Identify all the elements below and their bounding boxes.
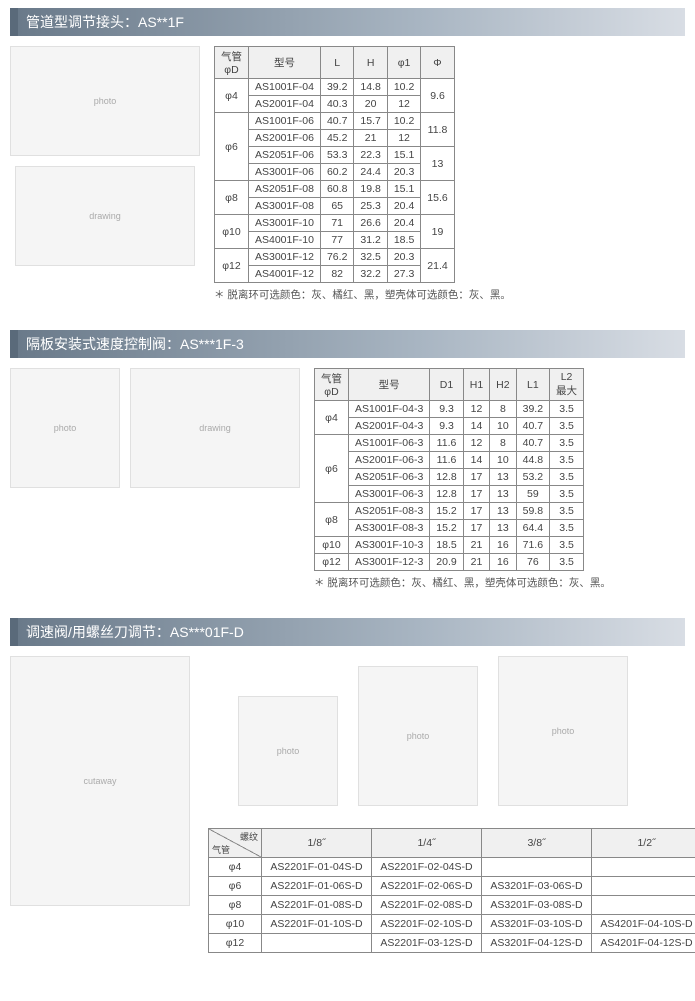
section-3-title: 调速阀/用螺丝刀调节：AS***01F-D — [10, 618, 685, 646]
table-row: φ6AS1001F-0640.715.710.211.8 — [215, 113, 455, 130]
table-row: AS3001F-086525.320.4 — [215, 198, 455, 215]
corner-header: 螺纹气管 — [209, 829, 262, 858]
table-row: AS2001F-06-311.6141044.83.5 — [315, 452, 584, 469]
table-row: φ12AS3001F-12-320.92116763.5 — [315, 554, 584, 571]
table-row: AS3001F-06-312.81713593.5 — [315, 486, 584, 503]
col-header: 3/8˝ — [482, 829, 592, 858]
section-1-title: 管道型调节接头：AS**1F — [10, 8, 685, 36]
col-header: L2最大 — [550, 369, 584, 401]
col-header: 1/2˝ — [592, 829, 695, 858]
col-header: 气管φD — [315, 369, 349, 401]
spec-table-2: 气管φD型号D1H1H2L1L2最大φ4AS1001F-04-39.312839… — [314, 368, 584, 571]
table-row: φ8AS2201F-01-08S-DAS2201F-02-08S-DAS3201… — [209, 896, 695, 915]
section-3: 调速阀/用螺丝刀调节：AS***01F-D cutaway photo phot… — [10, 618, 685, 953]
table-row: φ10AS3001F-10-318.5211671.63.5 — [315, 537, 584, 554]
table-row: φ6AS2201F-01-06S-DAS2201F-02-06S-DAS3201… — [209, 877, 695, 896]
table-row: AS3001F-0660.224.420.3 — [215, 164, 455, 181]
product-photo-2: photo — [10, 368, 120, 488]
table-row: AS2001F-0645.22112 — [215, 130, 455, 147]
col-header: 型号 — [349, 369, 430, 401]
product-photo-3c: photo — [498, 656, 628, 806]
table-row: φ4AS1001F-04-39.312839.23.5 — [315, 401, 584, 418]
table-row: φ8AS2051F-0860.819.815.115.6 — [215, 181, 455, 198]
footnote-1: ＊ 脱离环可选颜色：灰、橘红、黑，塑壳体可选颜色：灰、黑。 — [214, 287, 511, 302]
col-header: Φ — [421, 47, 454, 79]
product-photo-3a: photo — [238, 696, 338, 806]
spec-table-3: 螺纹气管1/8˝1/4˝3/8˝1/2˝φ4AS2201F-01-04S-DAS… — [208, 828, 695, 953]
table-row: AS4001F-128232.227.3 — [215, 266, 455, 283]
table-row: φ12AS2201F-03-12S-DAS3201F-04-12S-DAS420… — [209, 934, 695, 953]
product-photo-1: photo — [10, 46, 200, 156]
table-row: φ8AS2051F-08-315.2171359.83.5 — [315, 503, 584, 520]
table-row: φ4AS2201F-01-04S-DAS2201F-02-04S-D — [209, 858, 695, 877]
dimension-drawing-2: drawing — [130, 368, 300, 488]
section-1: 管道型调节接头：AS**1F photo drawing 气管φD型号LHφ1Φ… — [10, 8, 685, 302]
col-header: L — [320, 47, 353, 79]
section-2: 隔板安装式速度控制阀：AS***1F-3 photo drawing 气管φD型… — [10, 330, 685, 590]
section-1-images: photo drawing — [10, 46, 200, 266]
col-header: φ1 — [387, 47, 420, 79]
table-row: AS2001F-0440.32012 — [215, 96, 455, 113]
cutaway-drawing-3: cutaway — [10, 656, 190, 906]
spec-table-1: 气管φD型号LHφ1Φφ4AS1001F-0439.214.810.29.6AS… — [214, 46, 455, 283]
section-1-table-wrap: 气管φD型号LHφ1Φφ4AS1001F-0439.214.810.29.6AS… — [214, 46, 511, 302]
dimension-drawing-1: drawing — [15, 166, 195, 266]
col-header: 1/4˝ — [372, 829, 482, 858]
col-header: D1 — [430, 369, 463, 401]
col-header: H — [354, 47, 387, 79]
product-photo-3b: photo — [358, 666, 478, 806]
table-row: AS3001F-08-315.2171364.43.5 — [315, 520, 584, 537]
table-row: AS4001F-107731.218.5 — [215, 232, 455, 249]
col-header: 型号 — [249, 47, 321, 79]
col-header: H1 — [463, 369, 489, 401]
section-3-product-photos: photo photo photo — [208, 656, 695, 806]
col-header: L1 — [516, 369, 549, 401]
table-row: AS2001F-04-39.3141040.73.5 — [315, 418, 584, 435]
section-2-images: photo drawing — [10, 368, 300, 488]
table-row: φ4AS1001F-0439.214.810.29.6 — [215, 79, 455, 96]
table-row: AS2051F-06-312.8171353.23.5 — [315, 469, 584, 486]
table-row: φ10AS3001F-107126.620.419 — [215, 215, 455, 232]
table-row: φ10AS2201F-01-10S-DAS2201F-02-10S-DAS320… — [209, 915, 695, 934]
col-header: 1/8˝ — [262, 829, 372, 858]
col-header: H2 — [490, 369, 516, 401]
table-row: AS2051F-0653.322.315.113 — [215, 147, 455, 164]
footnote-2: ＊ 脱离环可选颜色：灰、橘红、黑，塑壳体可选颜色：灰、黑。 — [314, 575, 611, 590]
col-header: 气管φD — [215, 47, 249, 79]
table-row: φ12AS3001F-1276.232.520.321.4 — [215, 249, 455, 266]
section-3-left-images: cutaway — [10, 656, 190, 906]
section-2-table-wrap: 气管φD型号D1H1H2L1L2最大φ4AS1001F-04-39.312839… — [314, 368, 611, 590]
table-row: φ6AS1001F-06-311.612840.73.5 — [315, 435, 584, 452]
section-2-title: 隔板安装式速度控制阀：AS***1F-3 — [10, 330, 685, 358]
